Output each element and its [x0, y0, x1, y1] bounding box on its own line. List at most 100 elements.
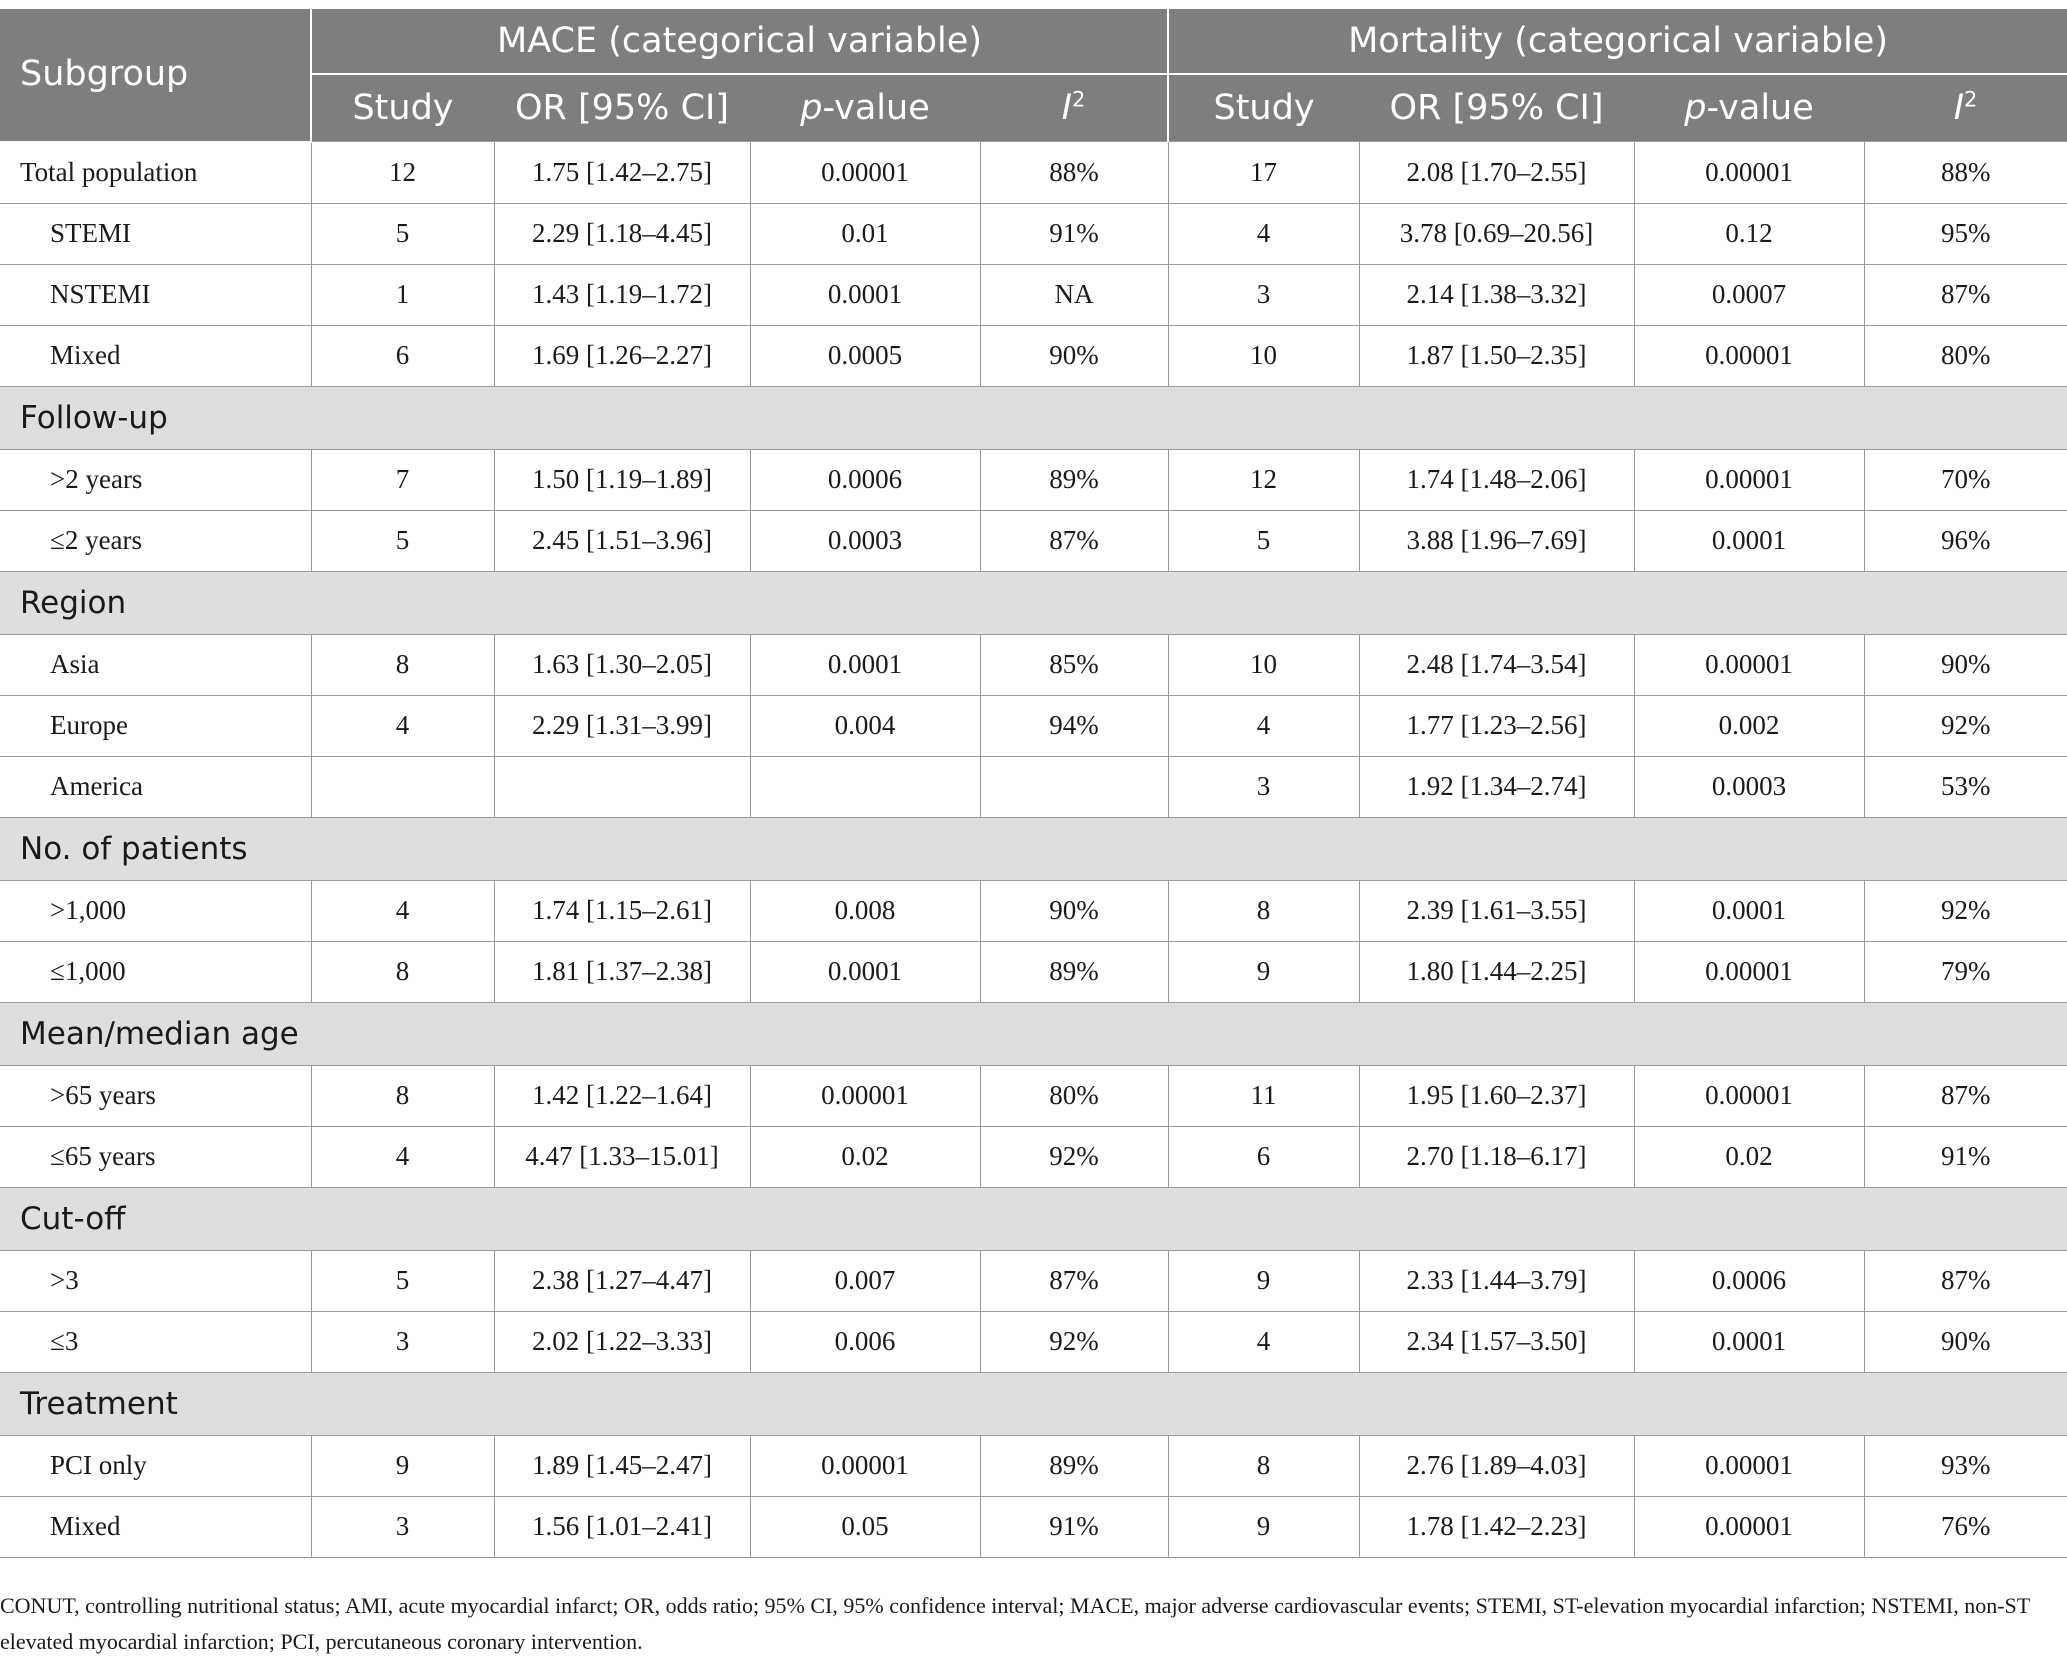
mace-study-cell: 4 [310, 694, 494, 756]
mace-p-cell: 0.05 [749, 1495, 980, 1558]
mort-study-cell: 3 [1167, 755, 1360, 817]
mort-or-cell: 2.34 [1.57–3.50] [1358, 1310, 1635, 1372]
table-row: ≤1,000 8 1.81 [1.37–2.38] 0.0001 89% 9 1.80 [1… [0, 940, 2067, 1002]
table-row: Mixed 6 1.69 [1.26–2.27] 0.0005 90% 10 1.87 [1… [0, 324, 2067, 386]
mace-or-cell: 1.63 [1.30–2.05] [493, 633, 750, 695]
mace-study-cell: 4 [310, 1125, 494, 1187]
mace-p-cell: 0.007 [749, 1249, 980, 1311]
table-row: PCI only 9 1.89 [1.45–2.47] 0.00001 89% 8 2.76… [0, 1434, 2067, 1496]
mace-i2-cell: 88% [979, 141, 1169, 203]
section-header-row: Mean/median age [0, 1001, 2067, 1065]
mace-i2-header: I2 [980, 74, 1169, 142]
i-sup: 2 [1964, 86, 1978, 111]
table-body: Total population 12 1.75 [1.42–2.75] 0.0000… [0, 141, 2067, 1558]
row-label: >65 years [0, 1064, 311, 1126]
mace-p-cell: 0.008 [749, 879, 980, 941]
table-row: ≤2 years 5 2.45 [1.51–3.96] 0.0003 87% 5 3.88 … [0, 509, 2067, 571]
mace-p-header: p-value [750, 74, 980, 142]
mace-p-cell: 0.006 [749, 1310, 980, 1372]
section-label: Region [0, 570, 2067, 634]
p-italic: p [800, 87, 823, 128]
mace-study-cell: 7 [310, 448, 494, 510]
mort-study-cell: 4 [1167, 202, 1360, 264]
mort-i2-cell: 92% [1863, 694, 2067, 756]
mort-or-cell: 2.08 [1.70–2.55] [1358, 141, 1635, 203]
subgroup-analysis-table: Subgroup MACE (categorical variable) Mor… [0, 9, 2067, 1558]
mace-study-cell: 3 [310, 1310, 494, 1372]
mace-p-cell: 0.01 [749, 202, 980, 264]
table-row: Total population 12 1.75 [1.42–2.75] 0.0000… [0, 141, 2067, 203]
mace-i2-cell: 87% [979, 509, 1169, 571]
mort-study-cell: 4 [1167, 1310, 1360, 1372]
mace-study-cell: 8 [310, 633, 494, 695]
mortality-study-header: Study [1167, 74, 1360, 142]
mort-p-cell: 0.00001 [1633, 324, 1865, 386]
mort-p-cell: 0.0001 [1633, 879, 1865, 941]
mort-or-cell: 1.92 [1.34–2.74] [1358, 755, 1635, 817]
mace-study-cell: 5 [310, 1249, 494, 1311]
mort-i2-cell: 91% [1863, 1125, 2067, 1187]
mort-i2-cell: 88% [1863, 141, 2067, 203]
mace-p-cell: 0.0001 [749, 263, 980, 325]
mort-or-cell: 1.77 [1.23–2.56] [1358, 694, 1635, 756]
mort-p-cell: 0.00001 [1633, 448, 1865, 510]
mort-or-cell: 2.33 [1.44–3.79] [1358, 1249, 1635, 1311]
mort-study-cell: 4 [1167, 694, 1360, 756]
section-header-row: Cut-off [0, 1186, 2067, 1250]
mort-p-cell: 0.0001 [1633, 1310, 1865, 1372]
mort-or-cell: 2.39 [1.61–3.55] [1358, 879, 1635, 941]
mort-study-cell: 9 [1167, 940, 1360, 1002]
mort-p-cell: 0.12 [1633, 202, 1865, 264]
mace-or-cell: 4.47 [1.33–15.01] [493, 1125, 750, 1187]
mort-i2-cell: 76% [1863, 1495, 2067, 1558]
mace-i2-cell: NA [979, 263, 1169, 325]
mort-p-cell: 0.00001 [1633, 141, 1865, 203]
mace-or-cell: 1.50 [1.19–1.89] [493, 448, 750, 510]
mace-i2-cell: 91% [979, 1495, 1169, 1558]
mace-i2-cell: 80% [979, 1064, 1169, 1126]
mace-p-cell: 0.02 [749, 1125, 980, 1187]
mace-i2-cell: 90% [979, 324, 1169, 386]
row-label: ≤65 years [0, 1125, 311, 1187]
row-label: STEMI [0, 202, 311, 264]
mort-study-cell: 12 [1167, 448, 1360, 510]
mort-i2-cell: 87% [1863, 1249, 2067, 1311]
mort-or-cell: 3.88 [1.96–7.69] [1358, 509, 1635, 571]
mort-p-cell: 0.02 [1633, 1125, 1865, 1187]
mortality-i2-header: I2 [1864, 74, 2067, 142]
mort-or-cell: 3.78 [0.69–20.56] [1358, 202, 1635, 264]
section-header-row: No. of patients [0, 816, 2067, 880]
mort-p-cell: 0.002 [1633, 694, 1865, 756]
mace-i2-cell: 87% [979, 1249, 1169, 1311]
mort-study-cell: 8 [1167, 879, 1360, 941]
mortality-or-header: OR [95% CI] [1359, 74, 1635, 142]
mace-p-cell: 0.0005 [749, 324, 980, 386]
mort-i2-cell: 93% [1863, 1434, 2067, 1496]
mortality-p-header: p-value [1634, 74, 1865, 142]
mortality-group-header: Mortality (categorical variable) [1167, 9, 2067, 75]
mort-i2-cell: 90% [1863, 1310, 2067, 1372]
mort-study-cell: 6 [1167, 1125, 1360, 1187]
mort-i2-cell: 80% [1863, 324, 2067, 386]
mace-p-cell: 0.0003 [749, 509, 980, 571]
table-row: Europe 4 2.29 [1.31–3.99] 0.004 94% 4 1.77 [1.… [0, 694, 2067, 756]
mort-i2-cell: 87% [1863, 263, 2067, 325]
mort-study-cell: 9 [1167, 1495, 1360, 1558]
mort-i2-cell: 92% [1863, 879, 2067, 941]
mort-i2-cell: 53% [1863, 755, 2067, 817]
mort-i2-cell: 79% [1863, 940, 2067, 1002]
mort-or-cell: 1.87 [1.50–2.35] [1358, 324, 1635, 386]
table-row: >3 5 2.38 [1.27–4.47] 0.007 87% 9 2.33 [1.44–3… [0, 1249, 2067, 1311]
p-rest: -value [822, 87, 930, 128]
mort-or-cell: 1.95 [1.60–2.37] [1358, 1064, 1635, 1126]
mace-i2-cell: 92% [979, 1310, 1169, 1372]
mort-or-cell: 1.78 [1.42–2.23] [1358, 1495, 1635, 1558]
row-label: Asia [0, 633, 311, 695]
mort-or-cell: 2.48 [1.74–3.54] [1358, 633, 1635, 695]
mort-study-cell: 8 [1167, 1434, 1360, 1496]
mace-or-cell: 2.02 [1.22–3.33] [493, 1310, 750, 1372]
section-label: Cut-off [0, 1186, 2067, 1250]
mace-or-cell: 2.29 [1.31–3.99] [493, 694, 750, 756]
mace-study-cell: 12 [310, 141, 494, 203]
